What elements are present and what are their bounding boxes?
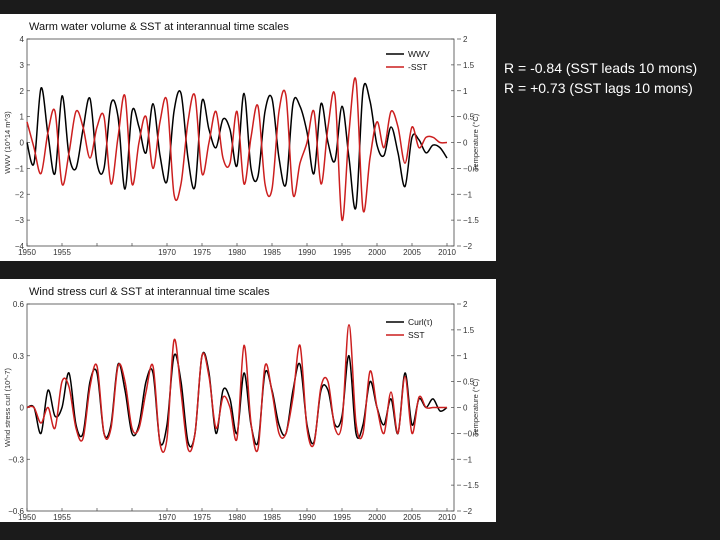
curl-chart-xtick-label: 2000 [368,513,386,522]
wwv-chart-ytick-right-label: 1 [463,87,468,96]
curl-chart-ytick-right-label: 1.5 [463,326,475,335]
wwv-chart-ytick-left-label: 1 [20,113,25,122]
wwv-chart-xtick-label: 1970 [158,248,176,257]
wwv-chart-ytick-left-label: −3 [15,216,25,225]
curl-chart-ytick-right-label: −1 [463,455,473,464]
wwv-chart-ytick-left-label: 2 [20,87,25,96]
wwv-chart-xtick-label: 1975 [193,248,211,257]
wwv-chart-ytick-right-label: 0 [463,139,468,148]
wwv-sst-chart-panel: Warm water volume & SST at interannual t… [0,14,496,261]
curl-chart-ytick-left-label: −0.6 [8,507,24,516]
curl-chart-ytick-right-label: 0 [463,404,468,413]
wwv-chart-xtick-label: 1990 [298,248,316,257]
wwv-chart-xtick-label: 1980 [228,248,246,257]
wwv-chart-xtick-label: 1950 [18,248,36,257]
wwv-chart-ytick-left-label: −1 [15,164,25,173]
wwv-chart-xtick-label: 2005 [403,248,421,257]
wwv-sst-chart: Warm water volume & SST at interannual t… [3,21,480,257]
wwv-chart-xtick-label: 2010 [438,248,456,257]
curl-chart-xtick-label: 1975 [193,513,211,522]
wwv-chart-xtick-label: 1985 [263,248,281,257]
wwv-chart-ytick-right-label: 2 [463,35,468,44]
wwv-chart-series-line-red [26,77,448,221]
wwv-chart-ytick-left-label: 3 [20,61,25,70]
wwv-chart-ytick-right-label: 0.5 [463,113,475,122]
curl-chart-xtick-label: 1955 [53,513,71,522]
curl-chart-ytick-right-label: −0.5 [463,429,479,438]
wwv-chart-ylabel-left: WWV (10^14 m^3) [3,111,12,174]
wwv-chart-ytick-left-label: −4 [15,242,25,251]
wwv-chart-ytick-right-label: 1.5 [463,61,475,70]
curl-chart-xtick-label: 1990 [298,513,316,522]
curl-chart-xtick-label: 1950 [18,513,36,522]
wwv-chart-ytick-right-label: −1 [463,190,473,199]
curl-chart-series-line-red [26,323,447,453]
wwv-chart-ytick-right-label: −2 [463,242,473,251]
curl-chart-ytick-right-label: −2 [463,507,473,516]
curl-chart-xtick-label: 1985 [263,513,281,522]
wwv-chart-ytick-right-label: −0.5 [463,164,479,173]
curl-sst-chart: Wind stress curl & SST at interannual ti… [3,286,480,522]
curl-chart-xtick-label: 1970 [158,513,176,522]
correlation-notes: R = -0.84 (SST leads 10 mons) R = +0.73 … [504,58,697,98]
wwv-chart-ylabel-right: Temperature (°C) [471,113,480,171]
curl-chart-xtick-label: 1980 [228,513,246,522]
correlation-note-curl: R = +0.73 (SST lags 10 mons) [504,80,693,96]
curl-chart-xtick-label: 2005 [403,513,421,522]
wwv-chart-ytick-left-label: 4 [20,35,25,44]
curl-chart-ytick-right-label: 2 [463,300,468,309]
curl-chart-legend-label: Curl(τ) [408,317,433,327]
curl-chart-ytick-left-label: −0.3 [8,455,24,464]
wwv-chart-xtick-label: 1995 [333,248,351,257]
curl-chart-ytick-right-label: 1 [463,352,468,361]
wwv-chart-title: Warm water volume & SST at interannual t… [29,21,289,33]
wwv-chart-xtick-label: 2000 [368,248,386,257]
curl-chart-ylabel-right: Temperature (°C) [471,378,480,436]
wwv-chart-legend-label: -SST [408,62,427,72]
curl-chart-ylabel-left: Wind stress curl (10^-7) [3,368,12,447]
wwv-chart-ytick-right-label: −1.5 [463,216,479,225]
curl-chart-ytick-right-label: −1.5 [463,481,479,490]
curl-chart-ytick-left-label: 0 [20,404,25,413]
correlation-note-wwv: R = -0.84 (SST leads 10 mons) [504,60,698,76]
curl-chart-xtick-label: 1995 [333,513,351,522]
curl-chart-ytick-left-label: 0.6 [13,300,25,309]
curl-chart-xtick-label: 2010 [438,513,456,522]
curl-chart-ytick-left-label: 0.3 [13,352,25,361]
wwv-chart-xtick-label: 1955 [53,248,71,257]
wwv-chart-legend-label: WWV [408,49,430,59]
wwv-chart-ytick-left-label: −2 [15,190,25,199]
curl-sst-chart-panel: Wind stress curl & SST at interannual ti… [0,279,496,522]
wwv-chart-series-line-black [26,82,448,210]
wwv-chart-ytick-left-label: 0 [20,139,25,148]
curl-chart-title: Wind stress curl & SST at interannual ti… [29,286,270,298]
curl-chart-legend-label: SST [408,330,425,340]
curl-chart-ytick-right-label: 0.5 [463,378,475,387]
